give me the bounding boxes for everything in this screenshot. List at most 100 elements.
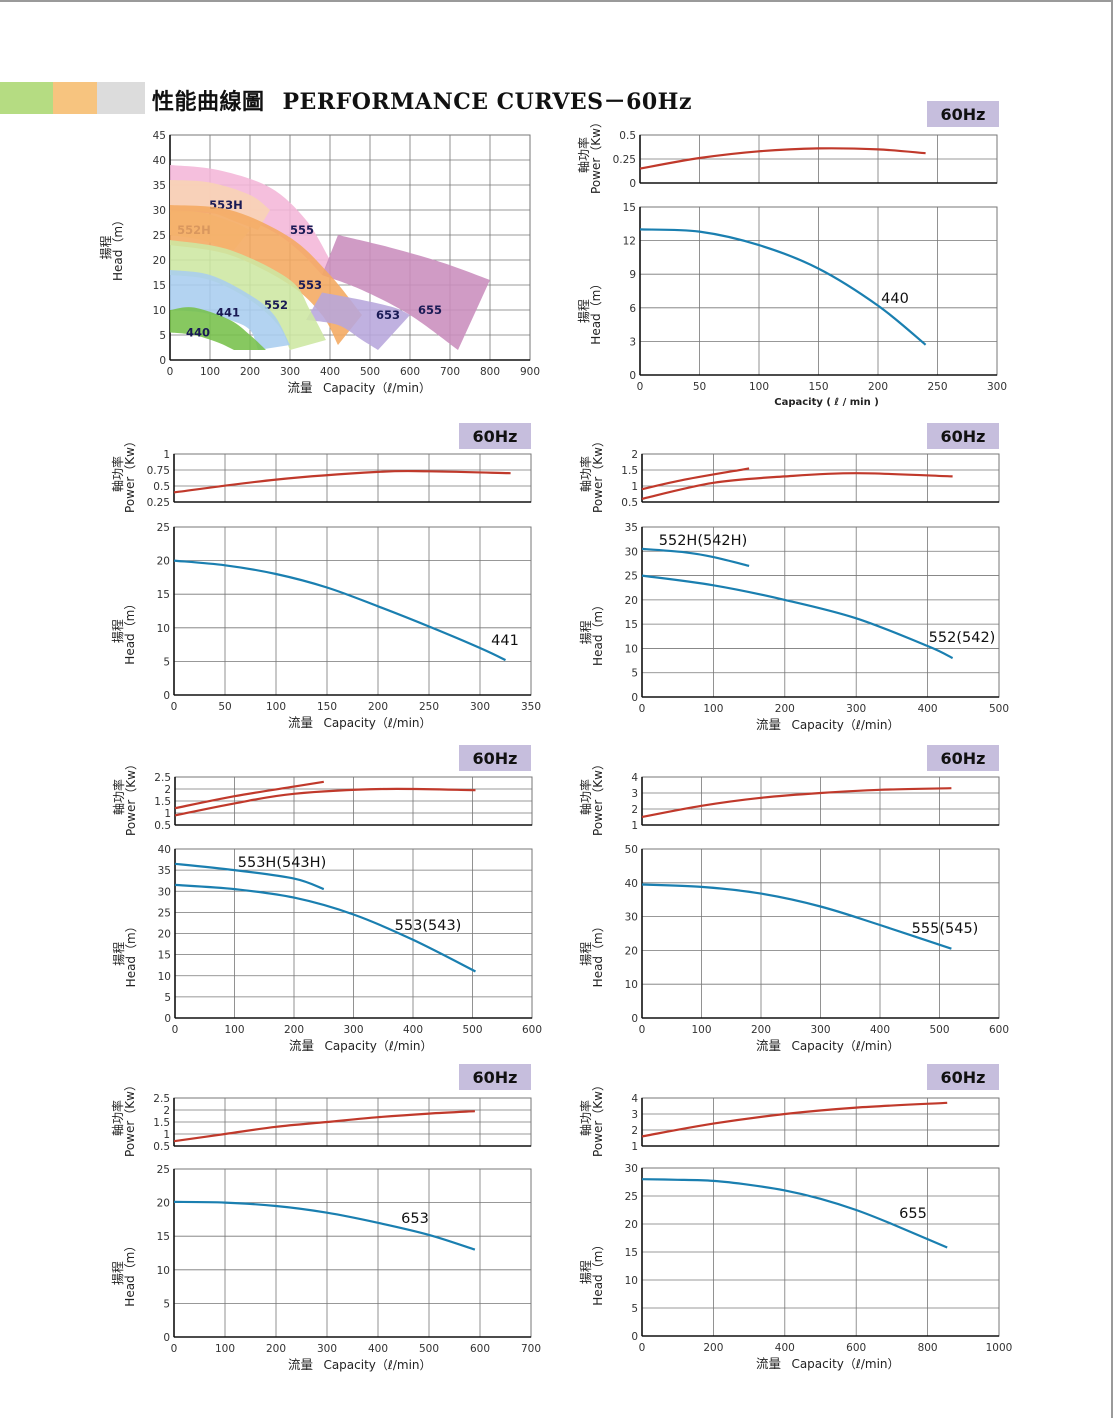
pump-441-power-y-tick-label: 1 <box>163 449 170 461</box>
pump-655-power-axis-title-en: Power（Kw） <box>591 1079 605 1157</box>
pump-555-badge-bg <box>927 745 999 771</box>
pump-553-power-y-tick-label: 2.5 <box>154 772 171 784</box>
overview-x-tick-label: 100 <box>200 366 220 378</box>
pump-440-head-x-tick-label: 250 <box>927 381 947 393</box>
overview-x-tick-label: 600 <box>400 366 420 378</box>
pump-555-head-curve-label-1: 555(545) <box>912 921 979 937</box>
pump-441-head-curve-label-1: 441 <box>491 633 519 649</box>
pump-552-power-curve-2 <box>641 472 953 500</box>
overview-x-tick-label: 800 <box>480 366 500 378</box>
overview-x-tick-label: 400 <box>320 366 340 378</box>
pump-653-head-curve-label-1: 653 <box>401 1211 429 1227</box>
pump-553-head-y-tick-label: 35 <box>158 865 171 877</box>
page-title-en: PERFORMANCE CURVES－60Hz <box>282 89 692 115</box>
pump-655-badge-label: 60Hz <box>941 1068 986 1087</box>
pump-553-head-y-tick-label: 15 <box>158 950 171 962</box>
pump-655-head-curve-label-1: 655 <box>899 1206 927 1222</box>
pump-440-head-x-tick-label: 100 <box>749 381 769 393</box>
pump-553-badge-bg <box>459 745 531 771</box>
pump-655-head-y-tick-label: 20 <box>625 1219 638 1231</box>
pump-441-head-x-tick-label: 250 <box>419 701 439 713</box>
pump-441-head-plot-frame <box>173 526 532 696</box>
pump-655-head-x-tick-label: 0 <box>639 1342 646 1354</box>
pump-555-power-y-tick-label: 2 <box>631 804 638 816</box>
pump-440-head-curve-1 <box>639 228 927 346</box>
pump-555-head-axis-title-zh: 揚程 <box>578 942 593 966</box>
pump-653-head-y-tick-label: 15 <box>157 1231 170 1243</box>
pump-655-power-axis-title-zh: 軸功率 <box>578 1100 593 1136</box>
pump-655-head-x-tick-label: 200 <box>703 1342 723 1354</box>
pump-555-head-y-tick-label: 40 <box>625 878 638 890</box>
pump-653-head-y-tick-label: 20 <box>157 1198 170 1210</box>
pump-555-head-axis-title-en: Head（m） <box>591 920 605 987</box>
pump-553-power-curve-2 <box>174 787 476 817</box>
pump-552-badge-bg <box>927 423 999 449</box>
pump-441-head-x-tick-label: 150 <box>317 701 337 713</box>
pump-441-power-y-tick-label: 0.75 <box>147 465 170 477</box>
pump-653-head-x-tick-label: 0 <box>171 1343 178 1355</box>
overview-x-tick-label: 0 <box>167 366 174 378</box>
pump-655-head-y-tick-label: 0 <box>631 1331 638 1343</box>
pump-552-head-y-tick-label: 35 <box>625 522 638 534</box>
pump-655-power-plot-frame <box>641 1097 1000 1147</box>
pump-655-power-y-tick-label: 4 <box>631 1093 638 1105</box>
pump-553-head-x-tick-label: 500 <box>462 1024 482 1036</box>
pump-553-badge-label: 60Hz <box>473 749 518 768</box>
pump-552-head-y-tick-label: 5 <box>631 668 638 680</box>
pump-553-head-x-tick-label: 300 <box>343 1024 363 1036</box>
pump-552-head-y-tick-label: 20 <box>625 595 638 607</box>
pump-555-head-x-tick-label: 0 <box>639 1024 646 1036</box>
pump-555-head-y-tick-label: 0 <box>631 1013 638 1025</box>
pump-440-power-curve-1 <box>639 147 926 170</box>
page-title-zh: 性能曲線圖 <box>152 90 265 115</box>
pump-653-xlabel-en: Capacity（ℓ/min） <box>323 1358 431 1372</box>
pump-553-head-y-tick-label: 10 <box>158 971 171 983</box>
pump-655-xlabel-zh: 流量 <box>756 1356 781 1371</box>
pump-440-badge-label: 60Hz <box>941 105 986 124</box>
pump-653-head-x-tick-label: 500 <box>419 1343 439 1355</box>
pump-441-head-x-tick-label: 200 <box>368 701 388 713</box>
pump-441-head-x-tick-label: 350 <box>521 701 541 713</box>
pump-653-head-plot-frame <box>173 1168 532 1338</box>
pump-555-power-curve-1 <box>641 787 952 819</box>
pump-441-badge-label: 60Hz <box>473 427 518 446</box>
pump-555-power-y-tick-label: 4 <box>631 772 638 784</box>
pump-653-head-x-tick-label: 600 <box>470 1343 490 1355</box>
overview-region-label-553: 553 <box>298 278 322 292</box>
pump-655-power-y-tick-label: 2 <box>631 1125 638 1137</box>
pump-441-head-x-tick-label: 0 <box>171 701 178 713</box>
pump-552-head-x-tick-label: 400 <box>918 703 938 715</box>
overview-x-tick-label: 500 <box>360 366 380 378</box>
pump-553-power-curve-1 <box>174 780 324 810</box>
pump-441-head-axis-title-zh: 揚程 <box>110 619 125 643</box>
pump-553-head-y-tick-label: 20 <box>158 929 171 941</box>
overview-x-tick-label: 300 <box>280 366 300 378</box>
overview-region-553 <box>170 205 362 345</box>
overview-region-653 <box>306 292 410 350</box>
overview-x-tick-label: 200 <box>240 366 260 378</box>
pump-553-head-axis-title-en: Head（m） <box>124 920 138 987</box>
pump-555-head-x-tick-label: 200 <box>751 1024 771 1036</box>
pump-653-power-axis-title-en: Power（Kw） <box>123 1079 137 1157</box>
pump-655-power-curve-1 <box>641 1101 948 1138</box>
overview-y-tick-label: 5 <box>159 330 166 342</box>
overview-xlabel-zh: 流量 <box>287 380 312 395</box>
pump-653-power-y-tick-label: 2 <box>163 1105 170 1117</box>
pump-555-head-y-tick-label: 10 <box>625 979 638 991</box>
header-stripe-green <box>0 82 53 114</box>
pump-653-power-curve-1 <box>173 1110 475 1143</box>
pump-553-head-y-tick-label: 0 <box>164 1013 171 1025</box>
overview-region-label-555: 555 <box>290 223 314 237</box>
overview-y-tick-label: 10 <box>153 305 166 317</box>
overview-region-441 <box>170 270 290 350</box>
pump-552-head-x-tick-label: 200 <box>775 703 795 715</box>
pump-653-head-curve-1 <box>173 1200 476 1251</box>
pump-440-xlabel: Capacity ( ℓ / min ) <box>774 397 879 408</box>
pump-441-power-curve-1 <box>173 469 511 494</box>
pump-653-head-x-tick-label: 300 <box>317 1343 337 1355</box>
pump-552-head-curve-2 <box>641 574 954 660</box>
pump-655-power-y-tick-label: 3 <box>631 1109 638 1121</box>
pump-553-head-y-tick-label: 30 <box>158 886 171 898</box>
pump-655-head-y-tick-label: 30 <box>625 1163 638 1175</box>
